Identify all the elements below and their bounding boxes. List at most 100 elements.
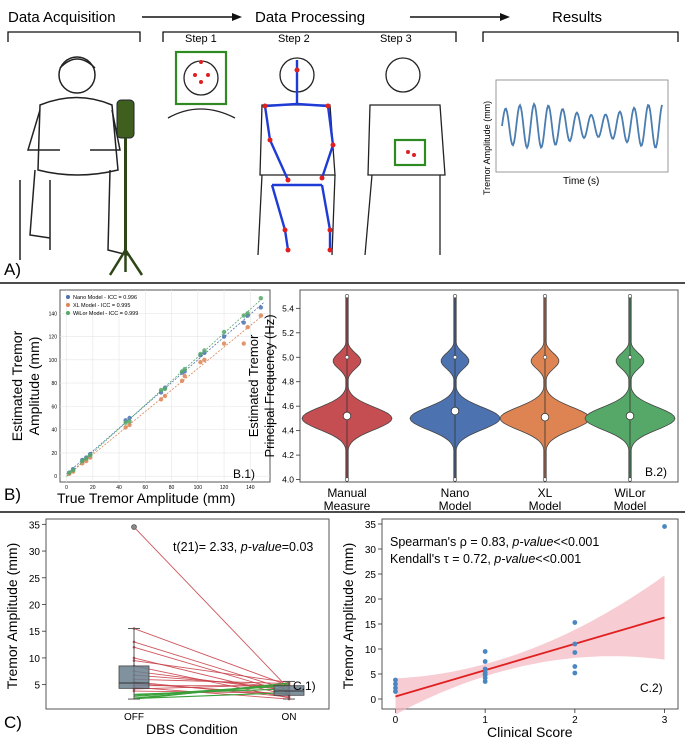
b1-data-point [198, 359, 203, 365]
b2-min-marker [627, 477, 633, 482]
b1-ytick-label: 80 [51, 381, 57, 387]
b1-data-point [70, 468, 76, 473]
b1-data-point [158, 387, 164, 393]
b2-median-marker [342, 411, 352, 421]
b2-panel-label: B.2) [645, 465, 667, 479]
step1-label: Step 1 [185, 33, 217, 45]
b1-xtick-label: 140 [246, 485, 255, 491]
b1-ytick-label: 0 [54, 474, 57, 480]
bracket-results [482, 31, 679, 42]
b1-data-point [80, 458, 85, 464]
arrow-2-head [500, 13, 510, 21]
seated-person-illustration [19, 56, 129, 260]
c1-ytick-label: 20 [29, 600, 41, 611]
b2-mode-marker [627, 355, 633, 360]
c2-data-point [482, 649, 488, 654]
b2-max-marker [627, 294, 633, 299]
c2-ytick-label: 20 [365, 595, 377, 606]
c1-box-off [118, 665, 150, 689]
b2-plot-area [299, 289, 679, 483]
b2-max-marker [452, 294, 458, 299]
c1-ytick-label: 25 [29, 574, 41, 585]
c2-data-point [572, 620, 578, 625]
b1-data-point [258, 313, 264, 318]
b2-xlabel-line2: Model [614, 499, 647, 513]
c2-data-point [572, 664, 578, 669]
results-tremor-signal-chart: Tremor Amplitude (mm) Time (s) [482, 79, 669, 195]
b1-legend-wilor: WiLor Model - ICC = 0.999 [73, 311, 138, 317]
b2-mode-marker [542, 355, 548, 360]
c1-xlabel: DBS Condition [146, 721, 238, 737]
c1-xtick-off: OFF [124, 712, 144, 723]
b2-mode-marker [452, 355, 458, 360]
b1-xtick-label: 60 [143, 485, 149, 491]
c2-confidence-band [395, 575, 665, 715]
b2-max-marker [344, 294, 350, 299]
hand-bounding-box [393, 138, 427, 167]
b1-xtick-label: 20 [90, 485, 96, 491]
b1-data-point [179, 378, 185, 383]
camera-tripod-illustration [108, 99, 144, 276]
b1-ytick-label: 140 [49, 311, 58, 317]
results-ylabel: Tremor Amplitude (mm) [482, 101, 492, 195]
b1-ylabel-line2: Amplitude (mm) [26, 337, 42, 436]
b2-xlabel-line1: WiLor [614, 486, 645, 500]
b2-median-marker [540, 412, 550, 422]
c1-paired-line-decrease [133, 686, 290, 700]
b1-data-point [202, 357, 207, 363]
b1-xlabel: True Tremor Amplitude (mm) [57, 490, 235, 506]
b2-ytick-label: 5.0 [282, 352, 294, 362]
c2-data-point [393, 681, 398, 687]
panel-a-label: A) [4, 260, 21, 279]
b2-min-marker [452, 477, 458, 482]
c1-outlier [131, 524, 137, 530]
b1-data-point [241, 341, 246, 346]
c1-ytick-label: 30 [29, 547, 41, 558]
c2-stat-spearman: Spearman's ρ = 0.83, p-value<<0.001 [390, 535, 599, 549]
b1-data-point [241, 320, 246, 325]
step3-label: Step 3 [380, 33, 412, 45]
bracket-processing [162, 31, 457, 42]
c2-data-point [482, 666, 488, 672]
c2-ytick-label: 25 [365, 570, 377, 581]
b2-ytick-label: 4.4 [282, 426, 294, 436]
b2-median-marker [450, 406, 460, 416]
b2-xlabel-line1: Manual [327, 486, 366, 500]
c2-ytick-label: 5 [370, 670, 376, 681]
c2-ytick-label: 35 [365, 520, 377, 531]
c2-data-point [662, 524, 667, 529]
b2-ylabel-line2: Principal Frequency (Hz) [262, 314, 277, 457]
arrow-1-head [232, 13, 242, 21]
c2-data-point [482, 679, 488, 684]
face-bounding-box [174, 50, 228, 106]
c2-ytick-label: 30 [365, 545, 377, 556]
c2-xtick-label: 0 [393, 715, 399, 726]
b2-ytick-label: 4.6 [282, 401, 294, 411]
b1-panel-label: B.1) [233, 467, 255, 481]
b1-data-point [123, 425, 128, 430]
b1-ytick-label: 20 [51, 451, 57, 457]
c1-ytick-label: 35 [29, 520, 41, 531]
c2-xtick-label: 2 [572, 715, 578, 726]
b1-data-point [241, 313, 246, 318]
c1-ytick-label: 10 [29, 654, 41, 665]
b1-data-point [221, 341, 227, 346]
bracket-acquisition [7, 31, 141, 42]
step2-label: Step 2 [278, 33, 310, 45]
panel-b2-violin: 4.0 4.2 4.4 4.6 4.8 5.0 5.2 5.4 B.2) Estimated … [4, 289, 679, 513]
b1-data-point [84, 456, 89, 461]
b2-xlabel-line2: Measure [324, 499, 371, 513]
b2-ytick-label: 5.4 [282, 303, 294, 313]
c2-data-point [572, 641, 578, 647]
c2-data-point [572, 670, 578, 676]
b1-data-point [162, 386, 168, 392]
b2-xlabel-line1: XL [538, 486, 553, 500]
b1-data-point [123, 420, 128, 425]
c1-paired-line-decrease [133, 628, 290, 687]
b2-ytick-label: 4.8 [282, 377, 294, 387]
b1-ytick-label: 100 [49, 358, 58, 364]
panel-b1-scatter: 0 20 40 60 80 100 120 140 0 20 40 60 80 100 120 140 Nan… [9, 289, 271, 506]
b1-data-point [221, 334, 227, 339]
b2-max-marker [542, 294, 548, 299]
